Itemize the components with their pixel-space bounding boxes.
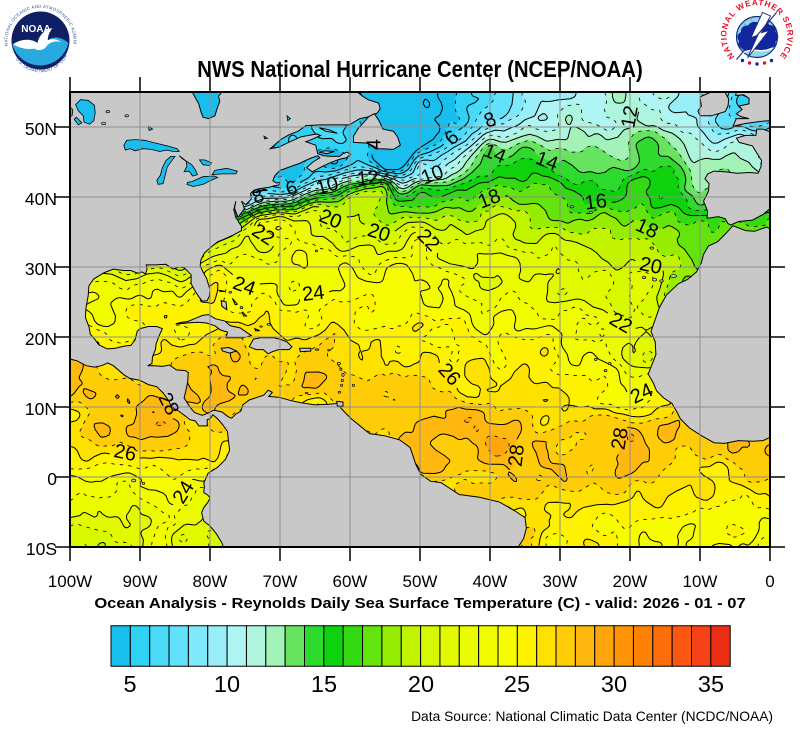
svg-text:26: 26 — [112, 440, 138, 466]
svg-text:28: 28 — [505, 443, 529, 468]
svg-text:24: 24 — [301, 282, 326, 306]
svg-text:4: 4 — [364, 139, 386, 150]
svg-text:28: 28 — [607, 426, 632, 452]
svg-text:12: 12 — [356, 167, 380, 191]
svg-text:16: 16 — [583, 190, 608, 215]
svg-text:NOAA: NOAA — [21, 24, 50, 35]
svg-text:12: 12 — [617, 104, 642, 130]
svg-text:20: 20 — [638, 253, 664, 279]
